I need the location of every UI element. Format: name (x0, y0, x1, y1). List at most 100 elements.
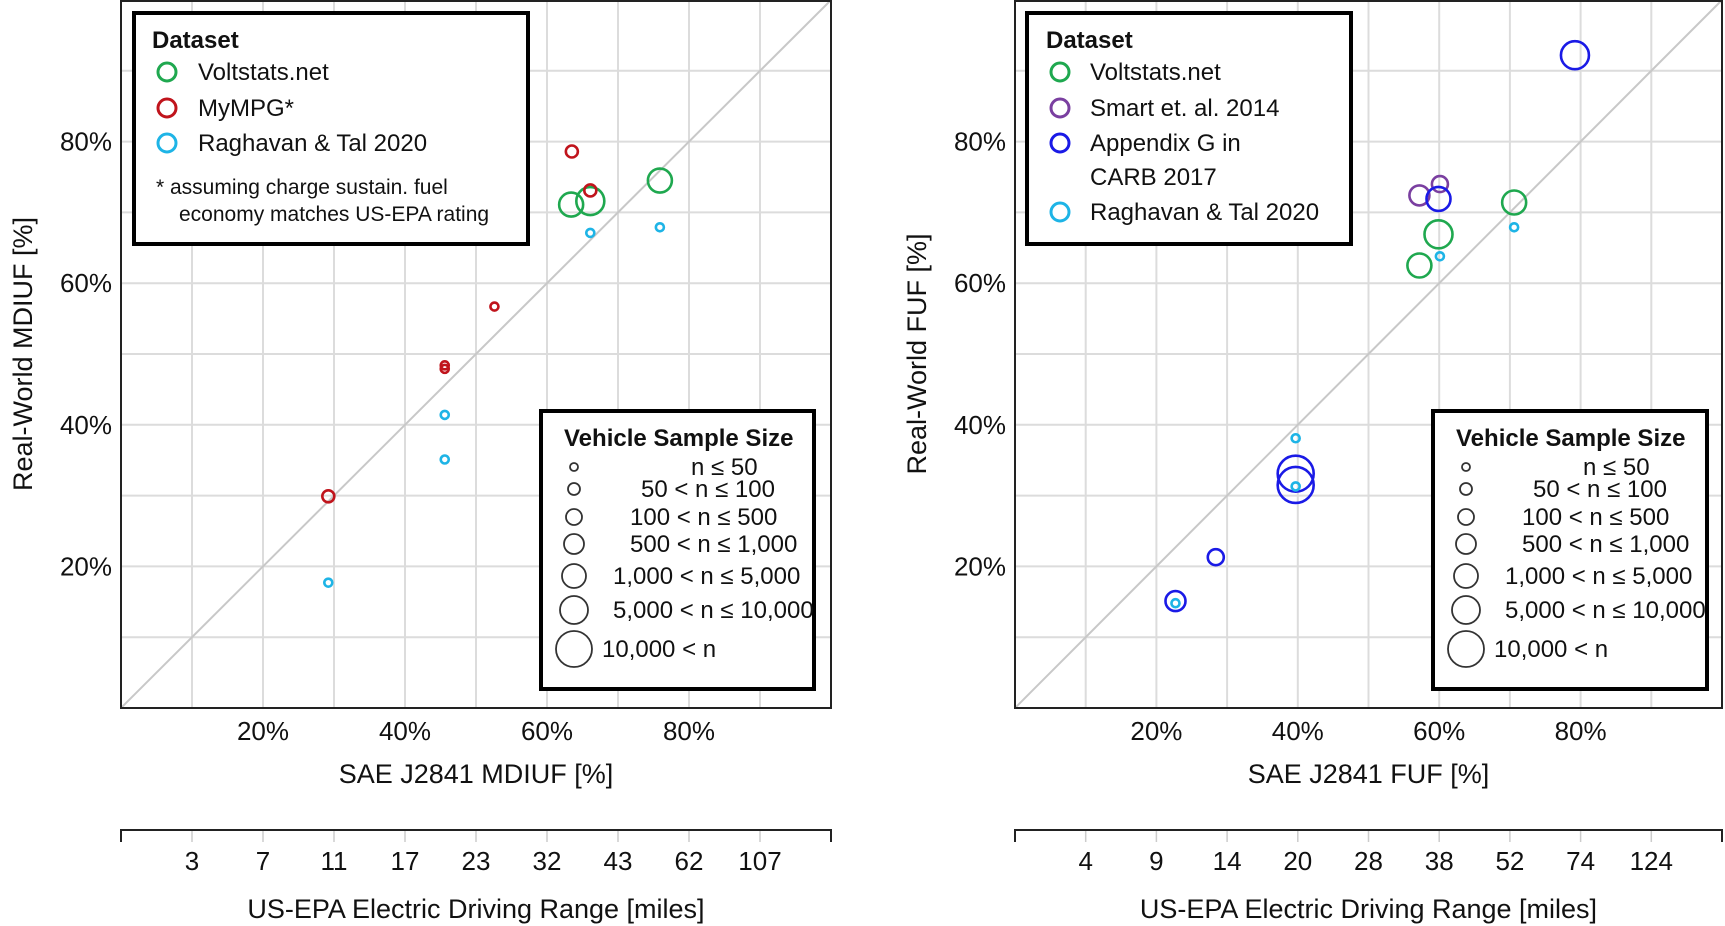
data-point (1276, 465, 1315, 505)
size-legend-label: 100 < n ≤ 500 (630, 504, 777, 531)
x-tick-label: 40% (1272, 716, 1324, 746)
size-legend-label: 5,000 < n ≤ 10,000 (1505, 597, 1706, 624)
secondary-x-tick-label: 11 (321, 846, 348, 876)
data-point (489, 301, 500, 312)
data-point (1500, 189, 1528, 216)
data-point (583, 183, 598, 198)
legend-entry: Appendix G in (1090, 130, 1241, 157)
data-point (1430, 174, 1450, 194)
size-legend-marker (565, 508, 583, 526)
reference-line-diagonal (120, 0, 832, 709)
y-axis-title: Real-World FUF [%] (902, 233, 932, 474)
secondary-x-tick-label: 107 (738, 846, 781, 876)
legend-entry: Voltstats.net (198, 59, 329, 86)
data-point (1434, 250, 1446, 262)
legend-marker (1049, 201, 1071, 223)
data-point (439, 360, 451, 371)
x-tick-label: 20% (1130, 716, 1182, 746)
secondary-x-tick-label: 52 (1495, 846, 1524, 876)
data-point (1425, 185, 1452, 213)
legend-title: Dataset (152, 27, 239, 54)
secondary-x-tick-label: 14 (1213, 846, 1242, 876)
data-point (654, 221, 666, 233)
series-raghavan-tal-2020 (1170, 221, 1520, 609)
secondary-x-tick-label: 38 (1425, 846, 1454, 876)
data-point (564, 144, 580, 159)
x-tick-label: 60% (521, 716, 573, 746)
secondary-x-tick-label: 32 (533, 846, 562, 876)
left-panel-mdiuf: 20% 40% 60% 80% 20% 40% 60% 80% SAE J2841 MDIUF … (8, 0, 832, 924)
data-point (323, 577, 334, 588)
y-tick-label: 80% (60, 127, 112, 157)
size-legend-marker (1455, 533, 1477, 555)
size-legend-box (1431, 409, 1709, 691)
size-legend-marker (1451, 595, 1481, 625)
secondary-x-tick-label: 124 (1630, 846, 1673, 876)
secondary-x-tick-label: 28 (1354, 846, 1383, 876)
size-legend-marker (1459, 482, 1473, 496)
plot-frame (1014, 0, 1723, 709)
legend-entry: Raghavan & Tal 2020 (1090, 199, 1319, 226)
size-legend-marker (567, 482, 581, 496)
data-point (439, 409, 451, 421)
size-legend-label: 5,000 < n ≤ 10,000 (613, 597, 814, 624)
right-panel-fuf: 20% 40% 60% 80% 20% 40% 60% 80% SAE J2841 FUF [%… (902, 0, 1723, 924)
data-point (1164, 589, 1187, 613)
data-point (1206, 547, 1226, 567)
x-tick-label: 80% (1555, 716, 1607, 746)
legend-entry: Voltstats.net (1090, 59, 1221, 86)
secondary-x-axis-title: US-EPA Electric Driving Range [miles] (1140, 894, 1597, 924)
size-legend-marker (569, 462, 579, 472)
legend-box (132, 11, 530, 246)
data-point (439, 454, 451, 465)
x-axis-title: SAE J2841 MDIUF [%] (339, 759, 614, 789)
data-point (557, 191, 585, 218)
legend-marker (1049, 61, 1071, 83)
y-axis-title: Real-World MDIUF [%] (8, 217, 38, 491)
data-point (646, 167, 674, 194)
size-legend-label: 500 < n ≤ 1,000 (630, 531, 797, 558)
data-point (1508, 221, 1520, 233)
size-legend-label: 1,000 < n ≤ 5,000 (1505, 563, 1692, 590)
secondary-x-tick-label: 23 (462, 846, 491, 876)
secondary-x-axis-title: US-EPA Electric Driving Range [miles] (247, 894, 704, 924)
size-legend-label: 100 < n ≤ 500 (1522, 504, 1669, 531)
data-point (1559, 39, 1591, 71)
size-legend-label: n ≤ 50 (1583, 454, 1650, 481)
data-point (575, 185, 606, 217)
size-legend-label: 50 < n ≤ 100 (641, 476, 775, 503)
x-tick-label: 80% (663, 716, 715, 746)
plot-frame (120, 0, 832, 709)
size-legend-marker (559, 595, 589, 625)
size-legend-label: 50 < n ≤ 100 (1533, 476, 1667, 503)
size-legend-marker (563, 533, 585, 555)
data-point (1290, 432, 1301, 444)
legend-entry: Smart et. al. 2014 (1090, 95, 1279, 122)
legend-marker (156, 97, 178, 119)
size-legend-title: Vehicle Sample Size (564, 425, 793, 452)
size-legend-label: 10,000 < n (1494, 636, 1608, 663)
y-tick-label: 60% (954, 268, 1006, 298)
data-point (321, 489, 336, 504)
y-tick-label: 40% (954, 410, 1006, 440)
size-legend-marker (1453, 563, 1479, 589)
series-voltstats-net (557, 167, 674, 218)
size-legend-marker (1457, 508, 1475, 526)
legend-marker (1049, 132, 1071, 154)
x-axis-title: SAE J2841 FUF [%] (1248, 759, 1490, 789)
data-point (1406, 252, 1433, 279)
y-tick-label: 60% (60, 268, 112, 298)
secondary-x-tick-label: 20 (1283, 846, 1312, 876)
y-tick-label: 20% (954, 551, 1006, 581)
legend-title: Dataset (1046, 27, 1133, 54)
y-tick-label: 80% (954, 127, 1006, 157)
data-point (1423, 219, 1454, 250)
data-point (439, 363, 451, 375)
size-legend-label: 500 < n ≤ 1,000 (1522, 531, 1689, 558)
x-tick-label: 40% (379, 716, 431, 746)
secondary-x-tick-label: 74 (1566, 846, 1595, 876)
legend-entry: Raghavan & Tal 2020 (198, 130, 427, 157)
